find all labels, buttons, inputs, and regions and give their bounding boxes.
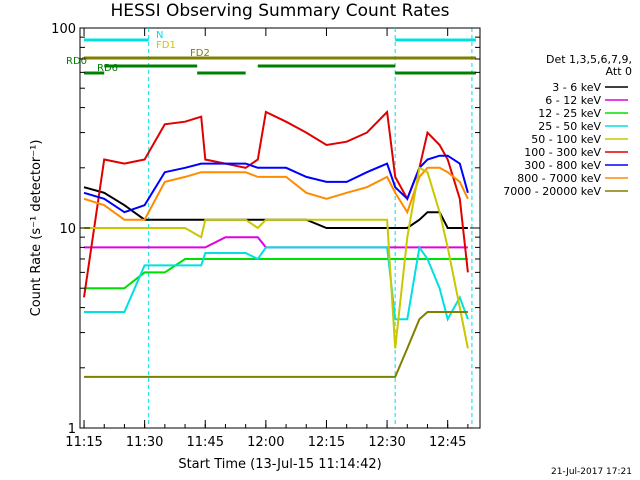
legend-item-label: 100 - 300 keV xyxy=(524,146,601,159)
x-tick-label: 11:15 xyxy=(65,435,102,450)
attenuator-label: FD1 xyxy=(156,40,176,51)
series-line-7000-20000-kev xyxy=(84,311,468,378)
legend-header-2: Att 0 xyxy=(606,65,632,78)
x-tick-label: 12:30 xyxy=(368,435,405,450)
y-tick-label: 100 xyxy=(51,22,76,37)
y-tick-label: 10 xyxy=(59,222,76,237)
series-line-100-300-kev xyxy=(83,109,469,298)
series-line-12-25-kev xyxy=(84,258,468,290)
footer-date: 21-Jul-2017 17:21 xyxy=(551,467,632,477)
x-tick-label: 11:30 xyxy=(126,435,163,450)
legend-item-label: 3 - 6 keV xyxy=(552,81,601,94)
chart-title: HESSI Observing Summary Count Rates xyxy=(110,1,449,21)
x-tick-label: 12:45 xyxy=(429,435,466,450)
series-line-50-100-kev xyxy=(84,166,469,349)
legend-item-label: 6 - 12 keV xyxy=(545,94,601,107)
legend-item-label: 12 - 25 keV xyxy=(538,107,601,120)
x-tick-label: 12:15 xyxy=(308,435,345,450)
legend-item-label: 800 - 7000 keV xyxy=(517,172,601,185)
attenuator-label: N xyxy=(156,30,163,41)
x-tick-label: 11:45 xyxy=(187,435,224,450)
attenuator-label: FD2 xyxy=(190,48,210,59)
legend-header-1: Det 1,3,5,6,7,9, xyxy=(546,53,632,66)
y-axis-label: Count Rate (s⁻¹ detector⁻¹) xyxy=(29,140,44,317)
series-line-300-800-kev xyxy=(83,154,469,214)
attenuator-label: RD0 xyxy=(66,56,87,67)
series-line-800-7000-kev xyxy=(83,166,469,221)
legend-item-label: 300 - 800 keV xyxy=(524,159,601,172)
series-line-6-12-kev xyxy=(84,236,468,249)
legend-item-label: 50 - 100 keV xyxy=(531,133,601,146)
legend-item-label: 25 - 50 keV xyxy=(538,120,601,133)
ticks-layer: 11:15 11:30 11:45 12:00 12:15 12:30 12:45 1 10 10… xyxy=(51,22,480,450)
series-line-25-50-kev xyxy=(84,244,469,322)
x-tick-label: 12:00 xyxy=(247,435,284,450)
attenuator-label: RD6 xyxy=(97,63,118,74)
series-layer xyxy=(83,109,469,378)
y-tick-label: 1 xyxy=(68,422,76,437)
x-axis-label: Start Time (13-Jul-15 11:14:42) xyxy=(178,457,381,472)
legend-item-label: 7000 - 20000 keV xyxy=(503,185,601,198)
